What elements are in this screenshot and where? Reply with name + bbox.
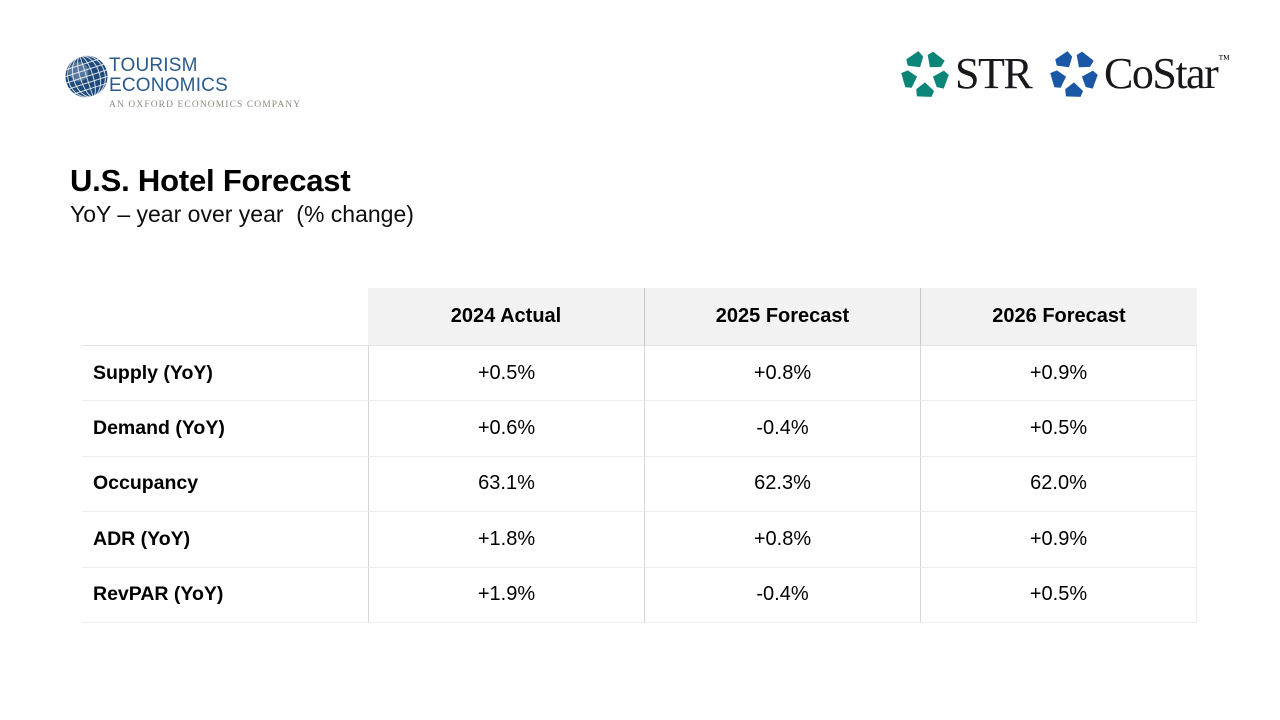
table-cell: -0.4% <box>644 401 920 457</box>
tourism-economics-tagline: AN OXFORD ECONOMICS COMPANY <box>109 100 302 110</box>
costar-pinwheel-icon <box>1049 49 1099 99</box>
table-cell: +0.5% <box>920 401 1197 457</box>
forecast-table: 2024 Actual 2025 Forecast 2026 Forecast … <box>82 288 1197 623</box>
row-label-occupancy: Occupancy <box>82 457 368 513</box>
table-cell: 62.0% <box>920 456 1197 513</box>
row-label-adr: ADR (YoY) <box>82 512 368 568</box>
column-header-2025-forecast: 2025 Forecast <box>644 288 920 346</box>
costar-logo: CoStar ™ <box>1049 49 1230 99</box>
table-cell: +0.5% <box>368 346 644 402</box>
str-wordmark: STR <box>955 49 1033 98</box>
table-cell: +1.8% <box>368 512 644 568</box>
trademark-symbol: ™ <box>1218 51 1230 66</box>
str-pinwheel-icon <box>900 49 950 99</box>
table-cell: +0.8% <box>644 512 920 568</box>
row-label-supply: Supply (YoY) <box>82 346 368 402</box>
table-cell: +0.5% <box>920 567 1197 623</box>
table-cell: +1.9% <box>368 567 644 623</box>
row-label-demand: Demand (YoY) <box>82 401 368 457</box>
tourism-economics-wordmark-line1: TOURISM <box>109 55 198 76</box>
globe-grid-icon <box>64 54 109 99</box>
costar-wordmark: CoStar <box>1104 49 1219 98</box>
page-title: U.S. Hotel Forecast <box>70 163 351 198</box>
tourism-economics-wordmark-line2: ECONOMICS <box>109 74 228 96</box>
page-subtitle: YoY – year over year (% change) <box>70 201 414 227</box>
column-header-2024-actual: 2024 Actual <box>368 288 644 346</box>
table-cell: +0.6% <box>368 401 644 457</box>
table-corner-cell <box>82 288 368 346</box>
table-cell: +0.9% <box>920 512 1197 568</box>
table-cell: 63.1% <box>368 456 644 513</box>
row-label-revpar: RevPAR (YoY) <box>82 568 368 623</box>
table-cell: 62.3% <box>644 456 920 513</box>
table-cell: +0.8% <box>644 346 920 402</box>
table-cell: +0.9% <box>920 346 1197 402</box>
table-cell: -0.4% <box>644 567 920 623</box>
str-logo: STR <box>900 49 1033 99</box>
tourism-economics-logo: TOURISM ECONOMICS AN OXFORD ECONOMICS CO… <box>64 54 301 110</box>
column-header-2026-forecast: 2026 Forecast <box>920 288 1197 346</box>
